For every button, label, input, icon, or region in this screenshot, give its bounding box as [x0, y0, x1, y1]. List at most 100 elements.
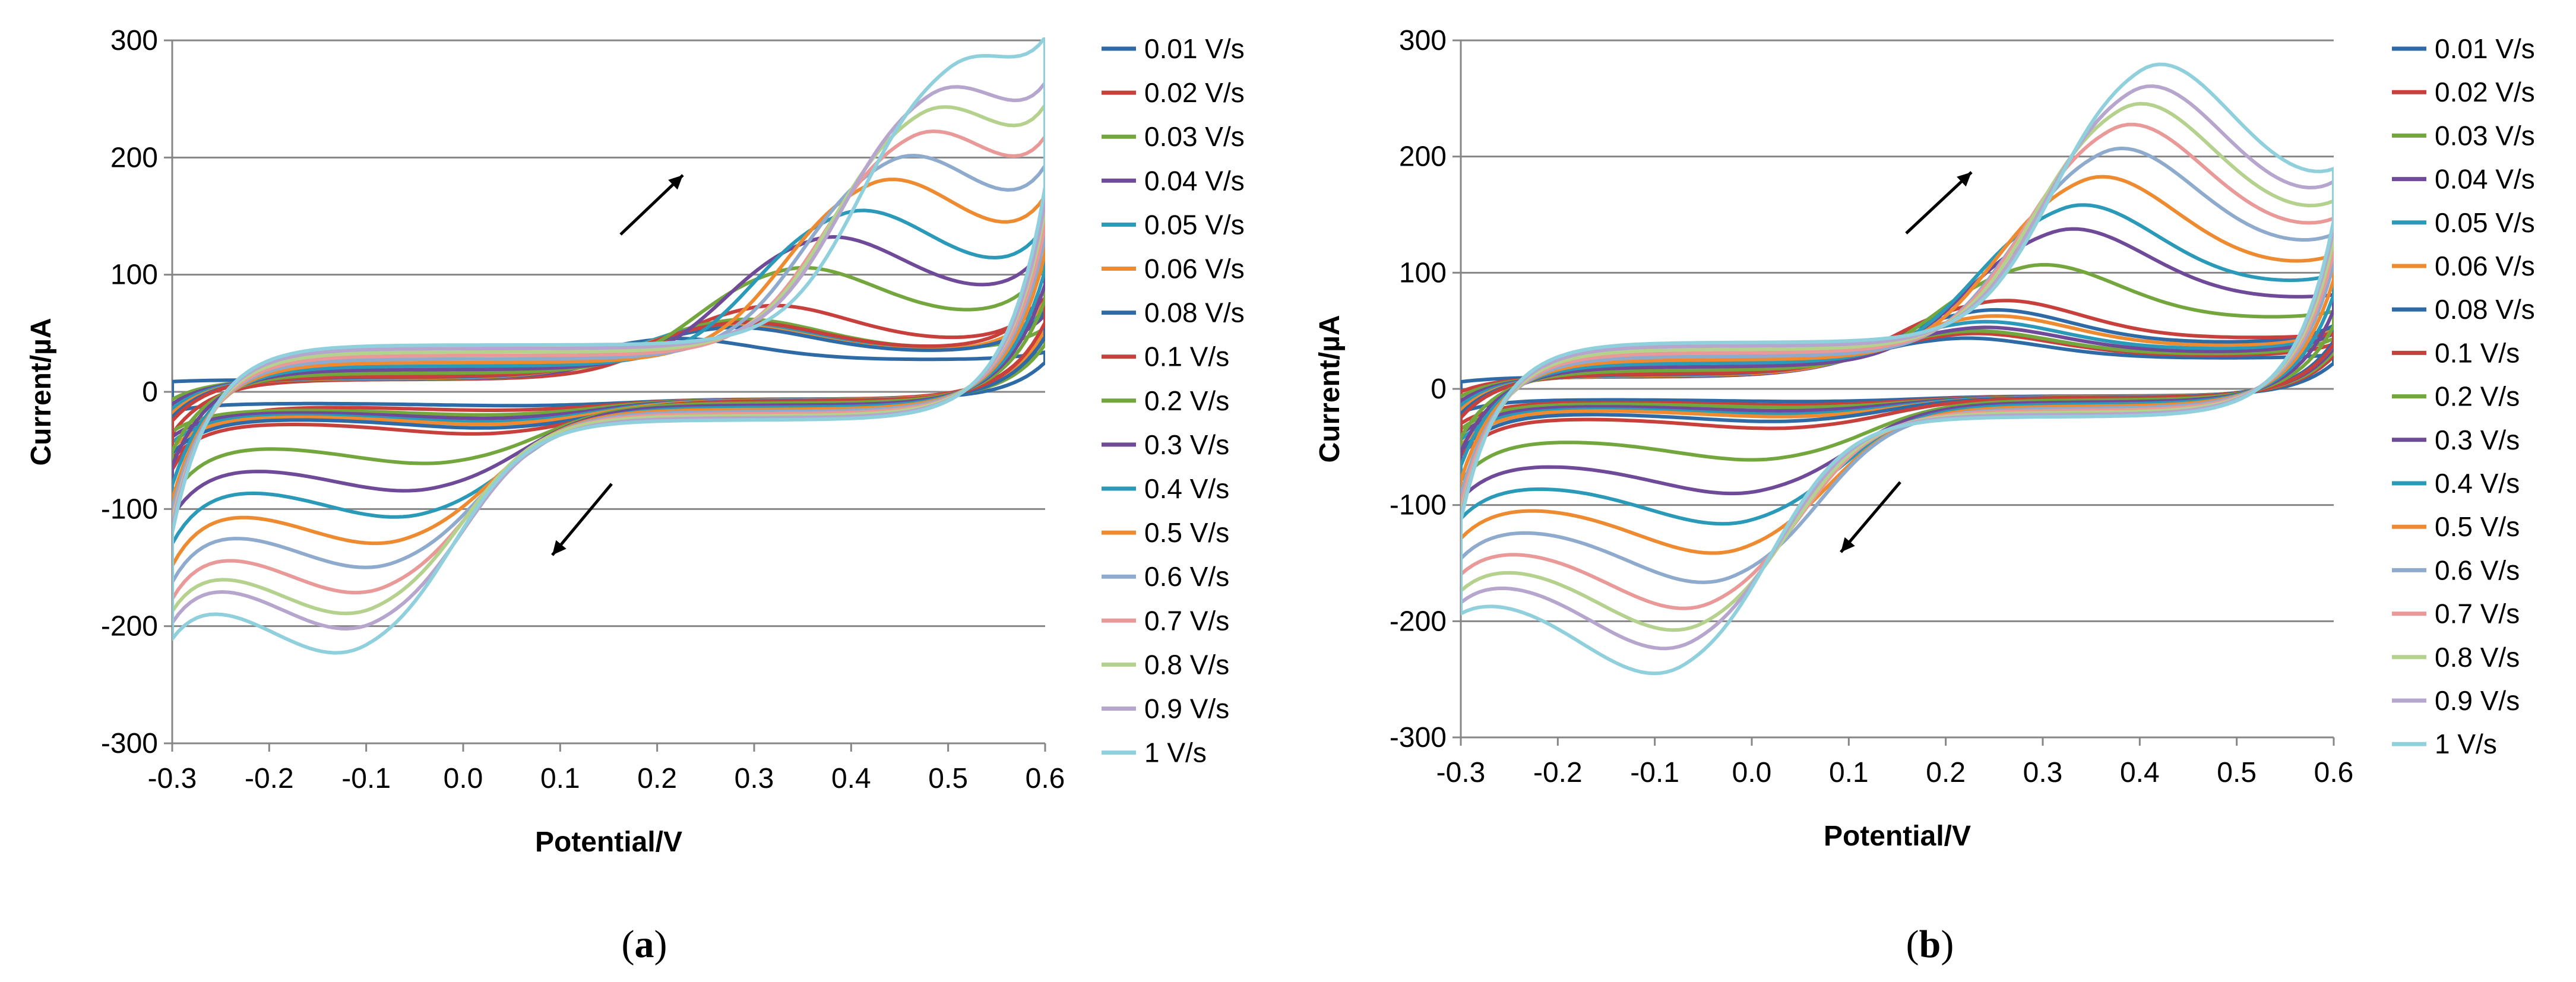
legend-label: 0.9 V/s — [1144, 693, 1229, 724]
panel-caption: (a) — [622, 923, 667, 966]
x-tick-label: 0.1 — [1829, 757, 1869, 788]
legend-label: 0.6 V/s — [2435, 555, 2520, 585]
y-tick-label: 0 — [142, 376, 158, 408]
reverse-scan-arrow — [551, 483, 613, 556]
reverse-scan-arrow-head — [552, 540, 567, 555]
series-line — [1461, 84, 2334, 651]
x-tick-label: -0.3 — [148, 763, 197, 794]
legend-label: 0.6 V/s — [1144, 561, 1229, 592]
legend-label: 0.1 V/s — [1144, 341, 1229, 372]
x-tick-label: 0.6 — [1026, 763, 1065, 794]
x-axis-title: Potential/V — [535, 826, 682, 858]
legend-label: 0.2 V/s — [2435, 381, 2520, 412]
legend-label: 0.8 V/s — [2435, 642, 2520, 673]
legend-label: 0.4 V/s — [1144, 473, 1229, 504]
series-line — [172, 208, 1045, 546]
x-tick-label: 0.1 — [540, 763, 580, 794]
panel-caption: (b) — [1906, 923, 1954, 966]
legend-label: 0.06 V/s — [2435, 251, 2535, 281]
plot-area — [172, 37, 1045, 655]
legend-label: 1 V/s — [2435, 728, 2497, 759]
x-tick-label: 0.4 — [831, 763, 871, 794]
forward-scan-arrow — [1905, 171, 1973, 235]
y-tick-label: 100 — [1399, 257, 1447, 289]
plot-area — [1461, 62, 2334, 676]
x-tick-label: 0.5 — [928, 763, 968, 794]
legend-label: 0.5 V/s — [1144, 517, 1229, 548]
y-tick-label: 0 — [1431, 373, 1447, 405]
legend-label: 0.3 V/s — [2435, 425, 2520, 455]
x-tick-label: 0.2 — [1926, 757, 1966, 788]
series-line — [1461, 262, 2334, 482]
series-line — [172, 296, 1045, 471]
y-tick-label: -100 — [101, 493, 158, 525]
y-tick-label: 300 — [110, 25, 158, 56]
forward-scan-arrow-head — [1957, 172, 1971, 187]
x-tick-label: 0.2 — [637, 763, 677, 794]
series-line — [1461, 227, 2334, 501]
y-tick-label: -100 — [1390, 490, 1447, 521]
series-line — [172, 178, 1045, 568]
legend-label: 0.7 V/s — [1144, 605, 1229, 636]
y-tick-label: -300 — [1390, 722, 1447, 753]
legend-label: 0.01 V/s — [2435, 33, 2535, 64]
caption-close-paren: ) — [654, 923, 667, 966]
y-tick-label: -200 — [101, 611, 158, 642]
legend-label: 0.03 V/s — [2435, 120, 2535, 151]
y-axis-title: Current/µA — [1314, 315, 1346, 463]
series-line — [1461, 203, 2334, 526]
y-axis-title: Current/µA — [26, 318, 57, 466]
series-line — [172, 37, 1045, 655]
series-line — [1461, 175, 2334, 555]
legend-label: 0.2 V/s — [1144, 385, 1229, 416]
legend-label: 0.08 V/s — [2435, 294, 2535, 325]
series-line — [172, 235, 1045, 519]
legend-label: 0.01 V/s — [1144, 33, 1245, 64]
legend-label: 0.1 V/s — [2435, 337, 2520, 368]
x-tick-label: -0.1 — [1630, 757, 1679, 788]
legend-label: 0.5 V/s — [2435, 511, 2520, 542]
x-tick-label: 0.3 — [735, 763, 774, 794]
y-tick-label: -300 — [101, 728, 158, 759]
panel-a: -300 -200 -100 0 100 200 300 -0.3 -0.2 -0.1 0.0 0.1… — [26, 25, 1245, 966]
legend-label: 0.05 V/s — [2435, 207, 2535, 238]
series-line — [172, 103, 1045, 616]
caption-open-paren: ( — [1906, 923, 1919, 966]
series-line — [1461, 146, 2334, 584]
reverse-scan-arrow-head — [1841, 537, 1855, 552]
legend-label: 0.9 V/s — [2435, 685, 2520, 716]
series-line — [1461, 62, 2334, 676]
legend-label: 1 V/s — [1144, 737, 1207, 768]
x-tick-label: 0.4 — [2120, 757, 2160, 788]
series-line — [172, 264, 1045, 498]
series-line — [1461, 122, 2334, 610]
legend-label: 0.08 V/s — [1144, 297, 1245, 328]
reverse-scan-arrow — [1840, 481, 1901, 553]
y-tick-label: -200 — [1390, 606, 1447, 637]
legend-label: 0.7 V/s — [2435, 598, 2520, 629]
caption-letter: b — [1919, 923, 1941, 966]
x-tick-label: -0.3 — [1436, 757, 1486, 788]
caption-close-paren: ) — [1941, 923, 1954, 966]
series-line — [172, 154, 1045, 584]
legend-label: 0.4 V/s — [2435, 468, 2520, 499]
legend-label: 0.02 V/s — [1144, 77, 1245, 108]
series-line — [172, 287, 1045, 461]
caption-letter: a — [635, 923, 654, 966]
x-axis-title: Potential/V — [1824, 821, 1971, 852]
y-tick-label: 200 — [1399, 141, 1447, 173]
legend-label: 0.05 V/s — [1144, 209, 1245, 240]
x-tick-label: 0.5 — [2217, 757, 2257, 788]
x-tick-label: 0.0 — [1732, 757, 1772, 788]
y-tick-label: 200 — [110, 142, 158, 173]
caption-open-paren: ( — [622, 923, 635, 966]
y-tick-label: 300 — [1399, 25, 1447, 56]
x-tick-label: -0.2 — [1533, 757, 1583, 788]
x-tick-label: 0.6 — [2314, 757, 2354, 788]
legend-label: 0.8 V/s — [1144, 649, 1229, 680]
panel-b: -300 -200 -100 0 100 200 300 -0.3 -0.2 -0.1 0.0 0.1… — [1314, 25, 2535, 966]
series-line — [1461, 299, 2334, 457]
x-tick-label: -0.2 — [245, 763, 294, 794]
forward-scan-arrow-head — [668, 175, 683, 190]
